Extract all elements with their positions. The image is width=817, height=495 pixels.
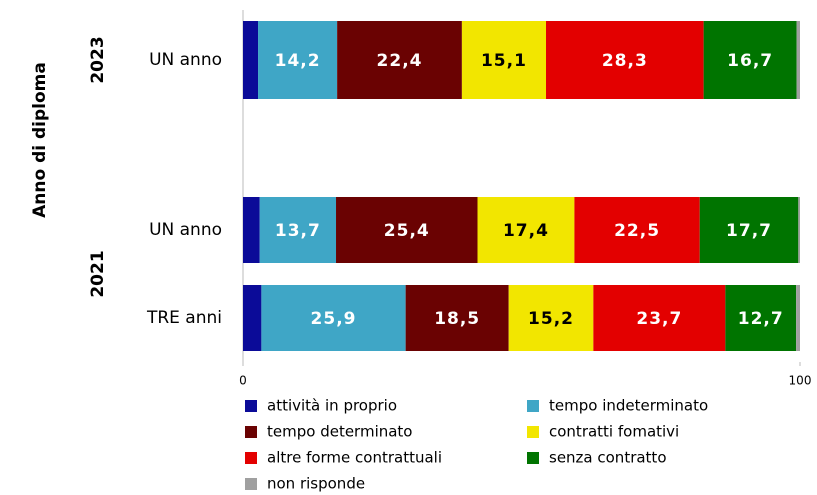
x-tick-label: 100 xyxy=(789,374,812,388)
value-label: 18,5 xyxy=(434,309,480,329)
bar-segment xyxy=(405,285,509,351)
group-label: 2021 xyxy=(88,250,108,297)
y-tick-label: TRE anni xyxy=(146,308,222,328)
value-label: 15,2 xyxy=(528,309,574,329)
legend-swatch xyxy=(527,400,539,412)
y-axis-title: Anno di diploma xyxy=(30,62,50,218)
bar-segment xyxy=(243,197,260,263)
legend-label: tempo indeterminato xyxy=(549,397,708,415)
group-label: 2023 xyxy=(88,36,108,83)
value-label: 13,7 xyxy=(275,221,321,241)
legend-swatch xyxy=(245,478,257,490)
bar-segment xyxy=(337,21,462,99)
y-tick-label: UN anno xyxy=(149,220,222,240)
bar-segment xyxy=(725,285,797,351)
legend-label: contratti fomativi xyxy=(549,423,679,441)
legend-label: tempo determinato xyxy=(267,423,413,441)
y-tick-label: UN anno xyxy=(149,50,222,70)
value-label: 17,4 xyxy=(503,221,549,241)
value-label: 25,4 xyxy=(384,221,430,241)
value-label: 22,5 xyxy=(614,221,660,241)
value-label: 12,7 xyxy=(738,309,784,329)
bar-segment xyxy=(336,197,478,263)
bar-segment xyxy=(243,21,259,99)
value-label: 16,7 xyxy=(727,51,773,71)
bar-segment xyxy=(574,197,700,263)
bar-segment xyxy=(796,285,800,351)
bar-segment xyxy=(477,197,575,263)
value-label: 23,7 xyxy=(636,309,682,329)
legend-swatch xyxy=(245,400,257,412)
legend-label: non risponde xyxy=(267,475,365,493)
bar-segment xyxy=(699,197,799,263)
value-label: 28,3 xyxy=(602,51,648,71)
legend-label: altre forme contrattuali xyxy=(267,449,442,467)
bar-segment xyxy=(593,285,726,351)
value-label: 14,2 xyxy=(275,51,321,71)
legend-swatch xyxy=(245,426,257,438)
bar-segment xyxy=(259,197,337,263)
legend-swatch xyxy=(245,452,257,464)
x-tick-label: 0 xyxy=(239,374,247,388)
value-label: 22,4 xyxy=(377,51,423,71)
bar-segment xyxy=(703,21,797,99)
bar-segment xyxy=(461,21,547,99)
legend-label: senza contratto xyxy=(549,449,667,467)
bar-segment xyxy=(546,21,704,99)
bar-segment xyxy=(243,285,262,351)
legend-label: attività in proprio xyxy=(267,397,397,415)
legend-swatch xyxy=(527,426,539,438)
value-label: 25,9 xyxy=(311,309,357,329)
bar-segment xyxy=(261,285,406,351)
bar-segment xyxy=(508,285,594,351)
value-label: 15,1 xyxy=(481,51,527,71)
value-label: 17,7 xyxy=(726,221,772,241)
bar-segment xyxy=(798,197,800,263)
legend-swatch xyxy=(527,452,539,464)
bar-segment xyxy=(796,21,800,99)
bar-segment xyxy=(258,21,338,99)
